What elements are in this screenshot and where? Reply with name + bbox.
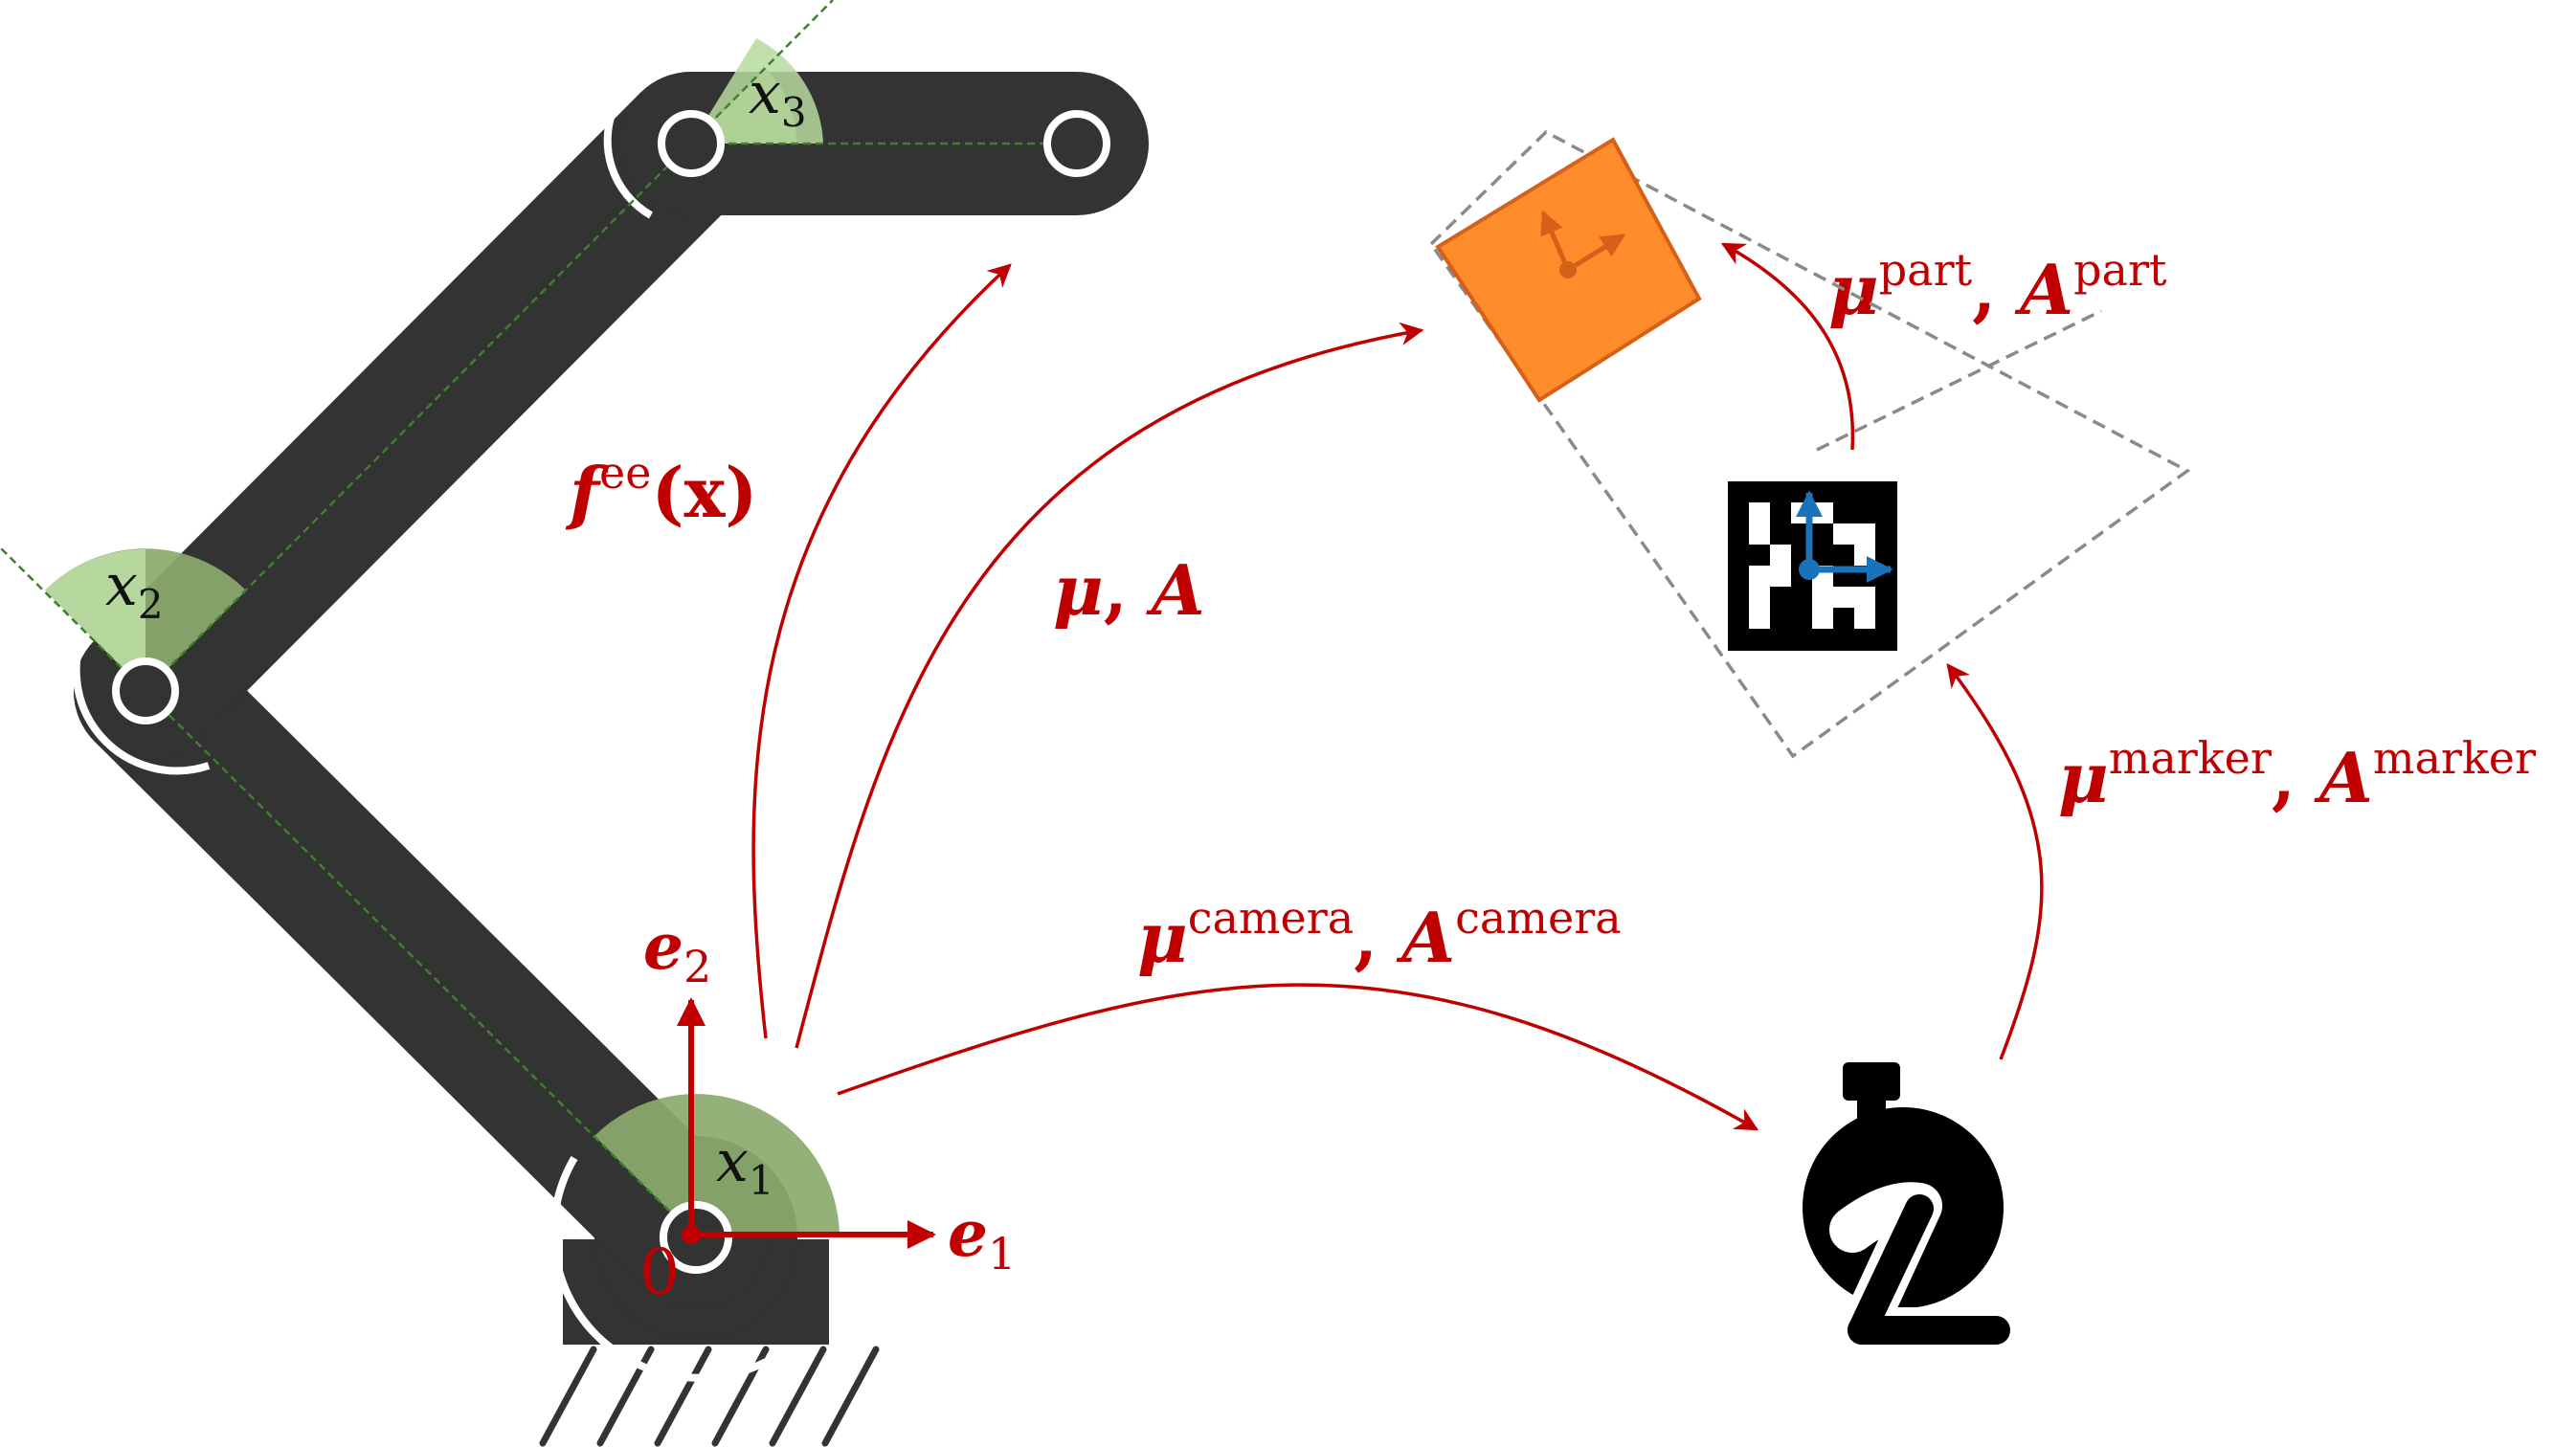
joint-label-x3: x3 <box>749 60 807 136</box>
workpiece-outline <box>1428 129 2191 759</box>
transform-arrows <box>751 242 2044 1131</box>
label-part: μpart, Apart <box>1828 244 2167 330</box>
label-camera: μcamera, Acamera <box>1137 892 1622 978</box>
part-icon <box>1435 137 1702 403</box>
arrow-marker <box>1946 663 2044 1060</box>
workpiece-inner-dash <box>1816 309 2102 452</box>
label-fee: fee(x) <box>565 447 758 533</box>
label-marker: μmarker, Amarker <box>2058 732 2536 818</box>
robot-arm-icon <box>0 0 1149 1447</box>
ground-hatch <box>539 1346 880 1447</box>
joint-label-x1: x1 <box>716 1128 774 1204</box>
axis-e2-label: e2 <box>643 909 711 992</box>
arrow-mu-a <box>795 322 1424 1049</box>
joint-3-hub <box>658 110 725 177</box>
arrow-part <box>1720 242 1855 451</box>
axis-e1-label: e1 <box>948 1196 1016 1280</box>
joint-label-x2: x2 <box>105 552 164 628</box>
joint-guide-lines <box>0 0 1077 1238</box>
joint-1-angle-sector <box>594 1094 840 1237</box>
end-effector-hub <box>1043 110 1110 177</box>
label-mu-a: μ, A <box>1053 549 1205 631</box>
joint-2-hub <box>112 657 179 724</box>
base-frame <box>677 997 936 1249</box>
arrow-camera <box>837 983 1759 1131</box>
camera-icon <box>1803 1062 2016 1353</box>
origin-label: 0 <box>639 1236 680 1309</box>
aruco-marker-icon <box>1728 481 1897 651</box>
origin-dot <box>682 1225 701 1244</box>
arrow-fee <box>751 263 1012 1039</box>
